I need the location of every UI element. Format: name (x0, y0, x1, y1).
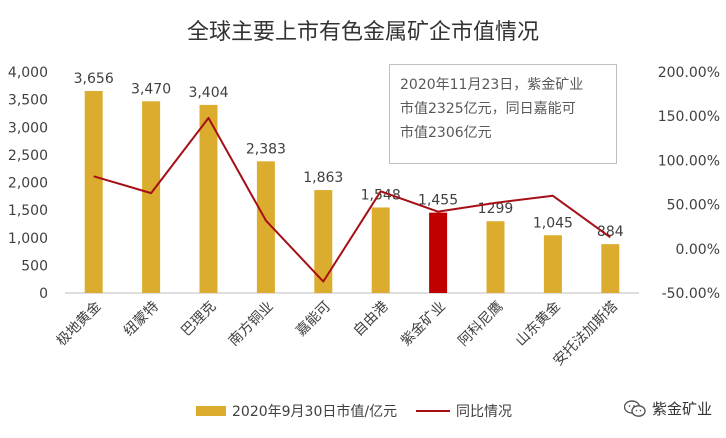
bar-value-label: 2,383 (246, 141, 286, 157)
bar-value-label: 3,470 (131, 81, 171, 97)
annotation-box: 2020年11月23日，紫金矿业 市值2325亿元，同日嘉能可 市值2306亿元 (389, 64, 617, 164)
y-right-tick-label: 50.00% (667, 198, 720, 214)
y-right-tick-label: 100.00% (658, 153, 720, 169)
x-tick-label: 自由港 (351, 299, 392, 340)
watermark: 紫金矿业 (623, 398, 712, 419)
y-left-tick-label: 3,500 (8, 93, 48, 109)
bar-value-label: 1,045 (533, 215, 573, 231)
bar-value-label: 884 (597, 224, 624, 240)
bar-value-label: 1,548 (361, 187, 401, 203)
bar-value-label: 3,404 (188, 85, 228, 101)
y-left-tick-label: 0 (39, 286, 48, 302)
legend-label-market-cap: 2020年9月30日市值/亿元 (232, 404, 398, 420)
annotation-line-3: 市值2306亿元 (400, 125, 492, 141)
chart-title: 全球主要上市有色金属矿企市值情况 (186, 20, 539, 45)
x-tick-label: 南方铜业 (226, 299, 277, 350)
watermark-text: 紫金矿业 (651, 400, 712, 418)
x-tick-label: 巴理克 (178, 299, 219, 340)
y-left-tick-label: 500 (21, 258, 48, 274)
y-right-tick-label: 200.00% (658, 65, 720, 81)
yoy-line (93, 116, 611, 283)
x-tick-label: 山东黄金 (512, 298, 564, 350)
x-tick-label: 紫金矿业 (398, 299, 449, 350)
legend-item-market-cap: 2020年9月30日市值/亿元 (196, 401, 397, 421)
y-left-tick-label: 1,000 (8, 231, 48, 247)
bar (142, 101, 161, 293)
x-tick-label: 纽蒙特 (121, 299, 162, 340)
y-right-tick-label: -50.00% (662, 286, 720, 302)
y-right-tick-label: 0.00% (676, 242, 720, 258)
y-left-tick-label: 1,500 (8, 203, 48, 219)
bar (371, 207, 390, 293)
bar (199, 104, 218, 293)
x-tick-label: 极地黄金 (53, 298, 105, 350)
legend-swatch-bar (196, 406, 226, 416)
bar (486, 221, 505, 293)
bar-value-label: 1,455 (418, 193, 458, 209)
bar (256, 161, 275, 293)
legend-item-yoy: 同比情况 (416, 401, 512, 421)
bar (314, 190, 333, 293)
wechat-icon (623, 399, 646, 417)
y-right-tick-label: 150.00% (658, 109, 720, 125)
y-left-tick-label: 2,500 (8, 148, 48, 164)
bar-value-label: 1299 (478, 201, 514, 217)
legend-label-yoy: 同比情况 (456, 404, 512, 420)
legend: 2020年9月30日市值/亿元 同比情况 (0, 401, 726, 423)
y-left-tick-label: 3,000 (8, 120, 48, 136)
annotation-line-1: 2020年11月23日，紫金矿业 (400, 77, 584, 93)
annotation-line-2: 市值2325亿元，同日嘉能可 (400, 101, 576, 117)
y-left-tick-label: 2,000 (8, 176, 48, 192)
x-tick-label: 阿科尼鹰 (455, 299, 506, 350)
y-left-tick-label: 4,000 (8, 65, 48, 81)
bar (543, 235, 562, 293)
bar (84, 91, 103, 293)
bar (429, 212, 448, 293)
bar-value-label: 1,863 (303, 170, 343, 186)
bar (601, 244, 620, 293)
bar-value-label: 3,656 (74, 71, 114, 87)
x-tick-label: 嘉能可 (293, 299, 334, 340)
legend-swatch-line (416, 410, 450, 412)
